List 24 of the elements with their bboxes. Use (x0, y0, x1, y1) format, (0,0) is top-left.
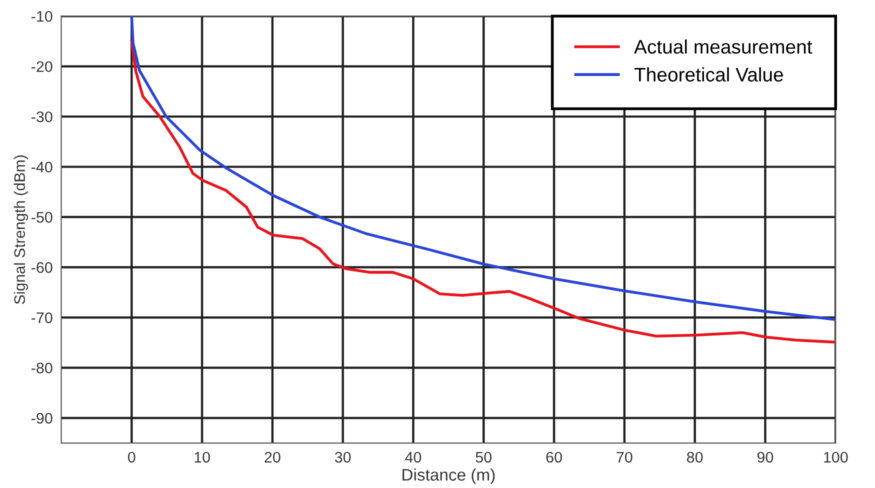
y-tick-label: -10 (32, 10, 52, 22)
x-tick-label: 90 (757, 452, 774, 463)
y-tick-label: -40 (32, 162, 52, 172)
x-tick-label: 60 (546, 452, 562, 463)
x-axis-title: Distance (m) (402, 468, 495, 484)
y-tick-label: -80 (32, 362, 52, 374)
y-axis-title: Signal Strength (dBm) (14, 155, 28, 304)
x-tick-label: 50 (476, 452, 492, 463)
y-tick-label: -30 (32, 111, 52, 122)
x-tick-label: 100 (824, 452, 848, 463)
y-tick-label: -20 (32, 61, 52, 72)
x-tick-label: 20 (264, 452, 280, 463)
x-tick-label: 70 (616, 452, 632, 463)
x-tick-label: 40 (405, 452, 422, 463)
x-tick-label: 0 (128, 452, 136, 463)
x-tick-label: 10 (194, 452, 210, 463)
legend-label: Actual measurement (634, 39, 812, 54)
x-tick-label: 30 (334, 452, 351, 463)
y-tick-label: -90 (32, 412, 52, 424)
y-tick-label: -60 (32, 262, 52, 273)
legend-label: Theoretical Value (634, 67, 784, 82)
y-tick-label: -50 (32, 212, 52, 223)
x-tick-label: 80 (686, 452, 703, 463)
y-tick-label: -70 (32, 312, 52, 324)
